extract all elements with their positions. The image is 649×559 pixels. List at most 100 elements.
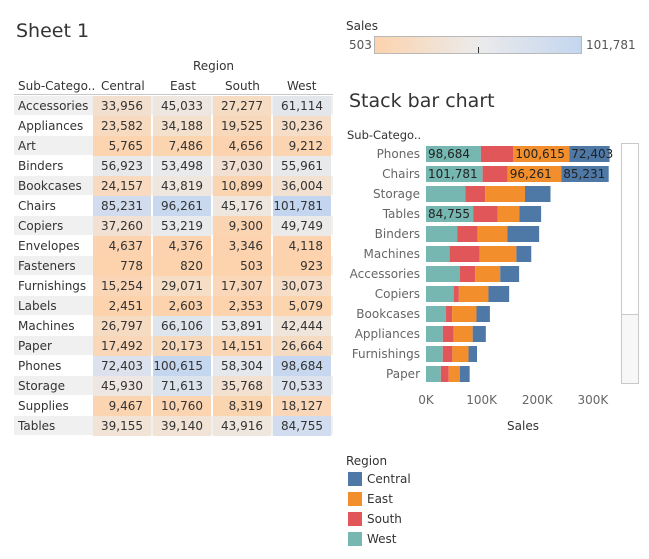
table-cell-accessories-west[interactable]: 61,114 [273,96,331,116]
table-cell-storage-east[interactable]: 71,613 [153,376,211,396]
table-cell-labels-west[interactable]: 5,079 [273,296,331,316]
table-cell-chairs-south[interactable]: 45,176 [213,196,271,216]
bar-segment-paper-south[interactable] [440,366,449,382]
bar-segment-appliances-central[interactable] [472,326,486,342]
bar-segment-phones-east[interactable] [513,146,570,162]
table-cell-appliances-central[interactable]: 23,582 [93,116,151,136]
table-cell-art-central[interactable]: 5,765 [93,136,151,156]
bar-segment-tables-central[interactable] [519,206,542,222]
bar-segment-tables-west[interactable] [426,206,474,222]
row-label-paper[interactable]: Paper [18,339,52,353]
table-cell-envelopes-central[interactable]: 4,637 [93,236,151,256]
table-cell-phones-east[interactable]: 100,615 [153,356,211,376]
category-label-accessories[interactable]: Accessories [350,267,420,281]
table-cell-fasteners-south[interactable]: 503 [213,256,271,276]
row-label-furnishings[interactable]: Furnishings [18,279,87,293]
row-label-art[interactable]: Art [18,139,36,153]
table-cell-tables-south[interactable]: 43,916 [213,416,271,436]
subcategory-row-header[interactable]: Sub-Catego.. [18,79,96,93]
table-cell-supplies-central[interactable]: 9,467 [93,396,151,416]
bar-segment-binders-west[interactable] [426,226,458,242]
table-cell-art-east[interactable]: 7,486 [153,136,211,156]
table-cell-appliances-east[interactable]: 34,188 [153,116,211,136]
bar-segment-accessories-central[interactable] [500,266,520,282]
table-cell-labels-east[interactable]: 2,603 [153,296,211,316]
category-label-appliances[interactable]: Appliances [355,327,420,341]
bar-segment-binders-central[interactable] [507,226,540,242]
table-cell-supplies-south[interactable]: 8,319 [213,396,271,416]
category-label-paper[interactable]: Paper [386,367,420,381]
table-cell-bookcases-east[interactable]: 43,819 [153,176,211,196]
table-cell-storage-central[interactable]: 45,930 [93,376,151,396]
bar-segment-accessories-east[interactable] [475,266,501,282]
bar-segment-chairs-south[interactable] [482,166,508,182]
category-label-copiers[interactable]: Copiers [375,287,420,301]
column-header-central[interactable]: Central [101,79,145,93]
table-cell-phones-south[interactable]: 58,304 [213,356,271,376]
table-cell-machines-south[interactable]: 53,891 [213,316,271,336]
bar-segment-appliances-west[interactable] [426,326,443,342]
row-label-chairs[interactable]: Chairs [18,199,56,213]
row-label-appliances[interactable]: Appliances [18,119,84,133]
bar-segment-machines-central[interactable] [516,246,532,262]
bar-segment-furnishings-south[interactable] [442,346,453,362]
table-cell-art-south[interactable]: 4,656 [213,136,271,156]
bar-segment-bookcases-east[interactable] [452,306,477,322]
table-cell-accessories-central[interactable]: 33,956 [93,96,151,116]
table-cell-machines-east[interactable]: 66,106 [153,316,211,336]
table-cell-machines-central[interactable]: 26,797 [93,316,151,336]
table-cell-tables-central[interactable]: 39,155 [93,416,151,436]
row-label-bookcases[interactable]: Bookcases [18,179,82,193]
row-label-tables[interactable]: Tables [18,419,56,433]
table-cell-fasteners-west[interactable]: 923 [273,256,331,276]
category-label-chairs[interactable]: Chairs [382,167,420,181]
bar-segment-paper-central[interactable] [459,366,470,382]
category-label-phones[interactable]: Phones [377,147,420,161]
bar-segment-phones-west[interactable] [426,146,481,162]
table-cell-tables-east[interactable]: 39,140 [153,416,211,436]
bar-segment-bookcases-south[interactable] [446,306,453,322]
row-label-labels[interactable]: Labels [18,299,57,313]
bar-segment-paper-west[interactable] [426,366,441,382]
table-cell-fasteners-east[interactable]: 820 [153,256,211,276]
table-cell-envelopes-east[interactable]: 4,376 [153,236,211,256]
table-cell-paper-east[interactable]: 20,173 [153,336,211,356]
bar-segment-tables-south[interactable] [473,206,498,222]
bar-segment-copiers-west[interactable] [426,286,454,302]
table-cell-machines-west[interactable]: 42,444 [273,316,331,336]
bar-segment-bookcases-west[interactable] [426,306,447,322]
table-cell-binders-central[interactable]: 56,923 [93,156,151,176]
table-cell-accessories-east[interactable]: 45,033 [153,96,211,116]
table-cell-copiers-east[interactable]: 53,219 [153,216,211,236]
bar-segment-chairs-east[interactable] [507,166,562,182]
category-label-binders[interactable]: Binders [375,227,420,241]
table-cell-chairs-east[interactable]: 96,261 [153,196,211,216]
chart-scrollbar[interactable] [621,143,639,384]
column-header-east[interactable]: East [170,79,196,93]
x-axis-title[interactable]: Sales [507,419,539,433]
bar-segment-copiers-south[interactable] [453,286,459,302]
category-label-bookcases[interactable]: Bookcases [356,307,420,321]
bar-segment-binders-east[interactable] [477,226,508,242]
bar-segment-machines-west[interactable] [426,246,450,262]
row-label-envelopes[interactable]: Envelopes [18,239,80,253]
category-label-furnishings[interactable]: Furnishings [352,347,420,361]
table-cell-chairs-west[interactable]: 101,781 [273,196,331,216]
table-cell-chairs-central[interactable]: 85,231 [93,196,151,216]
bar-segment-copiers-east[interactable] [458,286,489,302]
table-cell-binders-west[interactable]: 55,961 [273,156,331,176]
sales-color-gradient[interactable] [374,36,582,54]
table-cell-binders-south[interactable]: 37,030 [213,156,271,176]
table-cell-furnishings-east[interactable]: 29,071 [153,276,211,296]
column-header-west[interactable]: West [287,79,317,93]
row-label-storage[interactable]: Storage [18,379,65,393]
chart-category-header[interactable]: Sub-Catego.. [347,128,422,142]
category-label-tables[interactable]: Tables [382,207,420,221]
table-cell-envelopes-west[interactable]: 4,118 [273,236,331,256]
table-cell-paper-central[interactable]: 17,492 [93,336,151,356]
bar-segment-chairs-central[interactable] [561,166,609,182]
table-cell-bookcases-west[interactable]: 36,004 [273,176,331,196]
table-cell-furnishings-west[interactable]: 30,073 [273,276,331,296]
region-column-header[interactable]: Region [192,59,235,73]
table-cell-storage-west[interactable]: 70,533 [273,376,331,396]
